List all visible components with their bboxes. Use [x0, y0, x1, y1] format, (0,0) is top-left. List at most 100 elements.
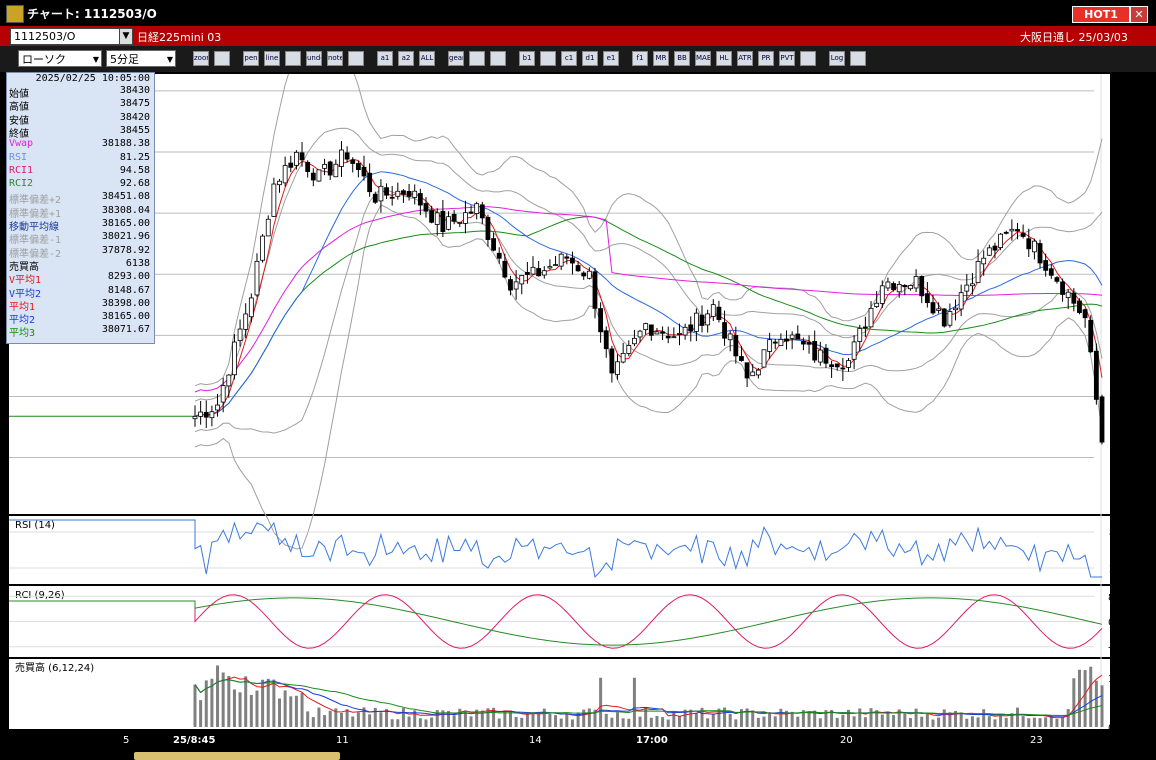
chart-canvas[interactable]: 37900380003810038200383003840038500RSI (… [9, 74, 1110, 729]
candle-body [203, 411, 209, 418]
candle-body [327, 161, 333, 176]
volume-bar [677, 716, 681, 727]
candle-body [485, 217, 491, 240]
volume-bar [689, 709, 693, 727]
candle-body [519, 275, 525, 285]
volume-bar [638, 716, 642, 727]
info-value: 38475 [119, 98, 150, 110]
tool-undo-button[interactable]: undo [306, 51, 322, 66]
tool-d1-button[interactable]: d1 [582, 51, 598, 66]
tool-note-button[interactable]: note [327, 51, 343, 66]
volume-bar [987, 716, 991, 727]
tool-pr-button[interactable]: PR [758, 51, 774, 66]
volume-bar [469, 716, 473, 727]
info-row: 移動平均線 38165.00 [7, 218, 154, 233]
volume-bar [1089, 666, 1093, 727]
tool-zoom2-button[interactable] [540, 51, 556, 66]
tool-gear-button[interactable]: gear [448, 51, 464, 66]
volume-bar [514, 716, 518, 727]
info-value: 38165.00 [101, 311, 150, 323]
candle-body [767, 339, 773, 352]
close-button[interactable]: ✕ [1130, 6, 1148, 23]
tool-cross-button[interactable] [214, 51, 230, 66]
info-row: RCI2 92.68 [7, 178, 154, 191]
long-moving-average-line [194, 216, 1103, 417]
volume-bar [452, 715, 456, 727]
tool-export-button[interactable] [850, 51, 866, 66]
tool-trash-button[interactable] [348, 51, 364, 66]
candle-body [479, 204, 485, 219]
candle-body [384, 187, 389, 196]
tool-pointer-button[interactable] [285, 51, 301, 66]
symbol-dropdown-icon[interactable]: ▼ [119, 28, 133, 45]
info-label: V平均1 [9, 275, 42, 287]
candle-body [592, 271, 598, 309]
tool-wrench-button[interactable] [469, 51, 485, 66]
tool-e1-button[interactable]: e1 [603, 51, 619, 66]
chart-type-select[interactable]: ローソク ▼ [18, 50, 102, 67]
tool-atr-button[interactable]: ATR [737, 51, 753, 66]
tool-a2-button[interactable]: a2 [398, 51, 414, 66]
time-scrollbar[interactable] [134, 752, 340, 760]
info-row: V平均1 8293.00 [7, 271, 154, 287]
symbol-bar: 1112503/O ▼ 日経225mini 03 大阪日通し 25/03/03 [0, 26, 1156, 46]
candle-body [919, 275, 925, 297]
candle-body [727, 333, 733, 341]
rsi-tick-label: 80.00 [1109, 528, 1110, 539]
candle-body [570, 257, 575, 264]
tool-c1-button[interactable]: c1 [561, 51, 577, 66]
candle-body [598, 308, 604, 333]
tool-hl-button[interactable]: HL [716, 51, 732, 66]
tool-all-button[interactable]: ALL [419, 51, 435, 66]
x-axis-label: 11 [336, 735, 349, 746]
tool-frame-button[interactable] [800, 51, 816, 66]
panel-divider [9, 584, 1110, 586]
candle-body [857, 328, 863, 342]
info-label: Vwap [9, 138, 34, 150]
interval-value: 5分足 [110, 53, 139, 66]
candle-body [1009, 228, 1015, 232]
volume-average-line [194, 679, 1103, 717]
volume-bar [576, 712, 580, 727]
tool-zoom-button[interactable]: zoom [193, 51, 209, 66]
candle-body [372, 193, 378, 203]
tool-pen-button[interactable]: pen [243, 51, 259, 66]
volume-bar [728, 713, 732, 727]
candle-body [851, 341, 857, 360]
chart-area[interactable]: 37900380003810038200383003840038500RSI (… [9, 74, 1110, 729]
tool-line-button[interactable]: line [264, 51, 280, 66]
tool-log-button[interactable]: Log [829, 51, 845, 66]
info-row: V平均2 8148.67 [7, 285, 154, 300]
symbol-code-input[interactable]: 1112503/O [10, 28, 123, 45]
candle-body [970, 283, 975, 287]
tool-b1-button[interactable]: b1 [519, 51, 535, 66]
candle-body [401, 190, 406, 195]
tool-pvt-button[interactable]: PVT [779, 51, 795, 66]
panel-divider [9, 657, 1110, 659]
tool-palette-button[interactable] [490, 51, 506, 66]
volume-bar [413, 710, 417, 727]
volume-bar [227, 676, 231, 727]
candle-body [986, 247, 992, 256]
tool-a1-button[interactable]: a1 [377, 51, 393, 66]
candle-body [862, 326, 868, 329]
volume-bar [1077, 669, 1081, 727]
candle-body [1037, 243, 1043, 264]
tool-mr-button[interactable]: MR [653, 51, 669, 66]
candle-body [885, 281, 891, 289]
candle-body [992, 245, 998, 251]
volume-bar [351, 716, 355, 727]
hot-button[interactable]: HOT1 [1072, 6, 1130, 23]
tool-f1-button[interactable]: f1 [632, 51, 648, 66]
candle-body [744, 362, 750, 379]
tool-mae-button[interactable]: MAE [695, 51, 711, 66]
volume-bar [480, 710, 484, 727]
volume-bar [785, 710, 789, 727]
interval-select[interactable]: 5分足 ▼ [106, 50, 176, 67]
tool-bb-button[interactable]: BB [674, 51, 690, 66]
volume-bar [1044, 717, 1048, 727]
volume-bar [1032, 717, 1036, 727]
volume-bar [232, 689, 236, 727]
candle-body [947, 311, 953, 326]
candle-body [322, 163, 327, 169]
